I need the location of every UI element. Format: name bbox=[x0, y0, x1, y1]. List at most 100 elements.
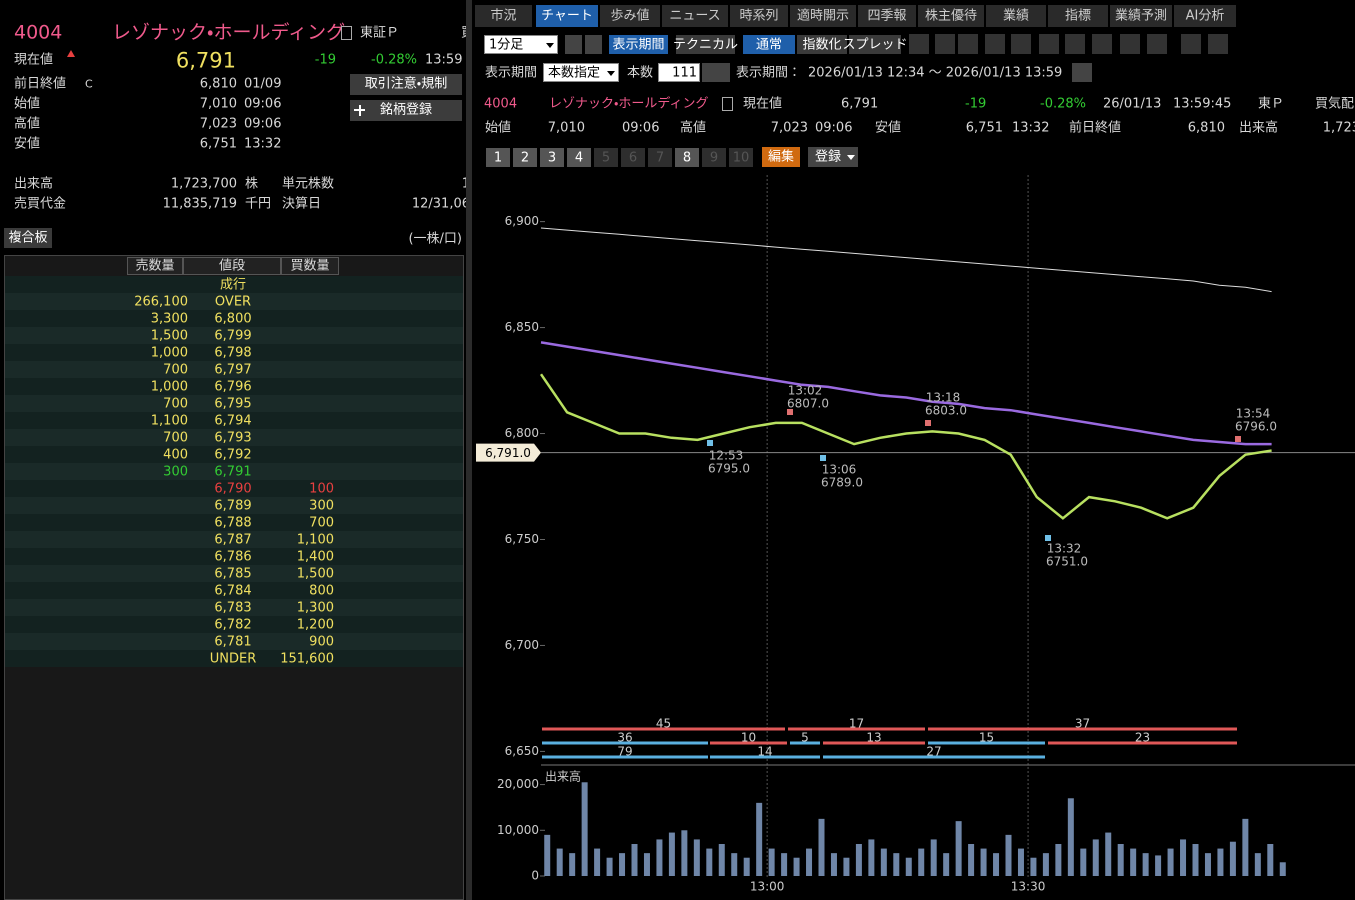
mode-button[interactable] bbox=[797, 35, 847, 54]
dropdown[interactable] bbox=[543, 63, 619, 82]
tab[interactable] bbox=[475, 5, 532, 27]
text[interactable]: 本数指定 bbox=[548, 65, 601, 81]
tool-icon[interactable] bbox=[1039, 34, 1059, 54]
volume-bar bbox=[943, 853, 950, 876]
volume-bar bbox=[1042, 853, 1049, 876]
edit-button[interactable] bbox=[762, 147, 800, 167]
buy-qty: 1,300 bbox=[296, 600, 334, 616]
tab[interactable] bbox=[858, 5, 916, 27]
tool-icon[interactable] bbox=[1120, 34, 1140, 54]
page-button[interactable] bbox=[567, 148, 591, 167]
spin-button[interactable] bbox=[702, 63, 730, 82]
tool-icon[interactable] bbox=[1011, 34, 1031, 54]
tool-icon[interactable] bbox=[958, 34, 978, 54]
text[interactable]: 1分足 bbox=[489, 37, 524, 53]
page-button-label[interactable]: 8 bbox=[682, 150, 692, 165]
tab-label[interactable]: 指標 bbox=[1064, 8, 1092, 24]
tool-icon[interactable] bbox=[1208, 34, 1228, 54]
tool-icon[interactable] bbox=[909, 34, 929, 54]
tab[interactable] bbox=[790, 5, 856, 27]
text[interactable]: 複合板 bbox=[8, 230, 48, 246]
page-button[interactable] bbox=[513, 148, 537, 167]
dropdown[interactable] bbox=[484, 35, 558, 54]
tab[interactable] bbox=[986, 5, 1046, 27]
period-button-label[interactable]: 表示期間 bbox=[612, 37, 665, 52]
tab[interactable] bbox=[1174, 5, 1236, 27]
page-button[interactable] bbox=[675, 148, 699, 167]
button-label[interactable]: 銘柄登録 bbox=[380, 102, 433, 118]
tab-label[interactable]: 四季報 bbox=[867, 8, 907, 24]
page-button-label[interactable]: 9 bbox=[709, 150, 719, 165]
tab[interactable] bbox=[536, 5, 598, 27]
tab-label[interactable]: ニュース bbox=[669, 8, 721, 24]
mode-button-label[interactable]: 通常 bbox=[755, 37, 783, 52]
tab[interactable] bbox=[918, 5, 984, 27]
count-value[interactable]: 111 bbox=[672, 65, 697, 81]
mode-button-label[interactable]: スプレッド bbox=[842, 37, 908, 52]
mode-button-label[interactable]: 指数化 bbox=[802, 37, 842, 52]
tool-icon[interactable] bbox=[1181, 34, 1201, 54]
tab[interactable] bbox=[730, 5, 788, 27]
count-input[interactable] bbox=[658, 63, 700, 82]
tab-label[interactable]: 業績予測 bbox=[1114, 8, 1168, 24]
tab[interactable] bbox=[662, 5, 728, 27]
count-label: 15 bbox=[979, 731, 994, 745]
book-button[interactable] bbox=[4, 228, 52, 248]
tab-label[interactable]: 時系列 bbox=[739, 8, 779, 24]
edit-button-label[interactable]: 編集 bbox=[767, 149, 795, 165]
page-button-label[interactable]: 2 bbox=[520, 150, 530, 165]
book-row bbox=[5, 327, 463, 344]
text: -19 bbox=[965, 96, 987, 112]
tool-icon[interactable] bbox=[1065, 34, 1085, 54]
tab-label[interactable]: 株主優待 bbox=[924, 8, 978, 24]
text[interactable]: 登録 bbox=[815, 149, 842, 165]
mode-button[interactable] bbox=[849, 35, 901, 54]
page-button-label[interactable]: 3 bbox=[547, 150, 557, 165]
price-tag-bg bbox=[476, 443, 541, 462]
page-button[interactable] bbox=[621, 148, 645, 167]
tab[interactable] bbox=[1110, 5, 1172, 27]
register-button[interactable] bbox=[808, 147, 858, 167]
tab-label[interactable]: チャート bbox=[541, 8, 593, 24]
tool-icon[interactable] bbox=[1147, 34, 1167, 54]
page-button[interactable] bbox=[648, 148, 672, 167]
panel-button[interactable] bbox=[350, 100, 462, 121]
market: 東証Ｐ bbox=[360, 25, 400, 41]
tool-icon[interactable] bbox=[935, 34, 955, 54]
mode-button[interactable] bbox=[743, 35, 795, 54]
button-label[interactable]: 取引注意・規制 bbox=[364, 76, 448, 92]
tab-label[interactable]: 歩み値 bbox=[610, 8, 650, 24]
text: レゾナック・ホールディング bbox=[549, 96, 709, 112]
text: 13:32 bbox=[1012, 120, 1050, 136]
annotation-marker bbox=[925, 420, 931, 426]
page-button-label[interactable]: 1 bbox=[493, 150, 503, 165]
tab[interactable] bbox=[600, 5, 660, 27]
page-button-label[interactable]: 7 bbox=[655, 150, 665, 165]
page-button-label[interactable]: 10 bbox=[732, 150, 750, 165]
reset-icon[interactable] bbox=[1072, 63, 1092, 82]
technical-button-label[interactable]: テクニカル bbox=[672, 37, 739, 52]
period-button[interactable] bbox=[609, 35, 668, 54]
page-button-label[interactable]: 6 bbox=[628, 150, 638, 165]
tab-label[interactable]: 適時開示 bbox=[796, 8, 850, 24]
panel-button[interactable] bbox=[350, 74, 462, 95]
tool-icon[interactable] bbox=[985, 34, 1005, 54]
tab-label[interactable]: AI分析 bbox=[1185, 8, 1225, 24]
volume-bar bbox=[893, 853, 900, 876]
page-button[interactable] bbox=[729, 148, 753, 167]
page-button-label[interactable]: 4 bbox=[574, 150, 584, 165]
page-button[interactable] bbox=[486, 148, 510, 167]
tab-label[interactable]: 市況 bbox=[490, 8, 517, 24]
next-button[interactable] bbox=[585, 35, 602, 54]
tab[interactable] bbox=[1048, 5, 1108, 27]
tab-label[interactable]: 業績 bbox=[1002, 8, 1030, 24]
page-button[interactable] bbox=[702, 148, 726, 167]
text: 7,023 bbox=[770, 120, 808, 136]
prev-button[interactable] bbox=[565, 35, 582, 54]
technical-button[interactable] bbox=[676, 35, 735, 54]
page-button[interactable] bbox=[594, 148, 618, 167]
page-button-label[interactable]: 5 bbox=[601, 150, 611, 165]
page-button[interactable] bbox=[540, 148, 564, 167]
tool-icon[interactable] bbox=[1092, 34, 1112, 54]
